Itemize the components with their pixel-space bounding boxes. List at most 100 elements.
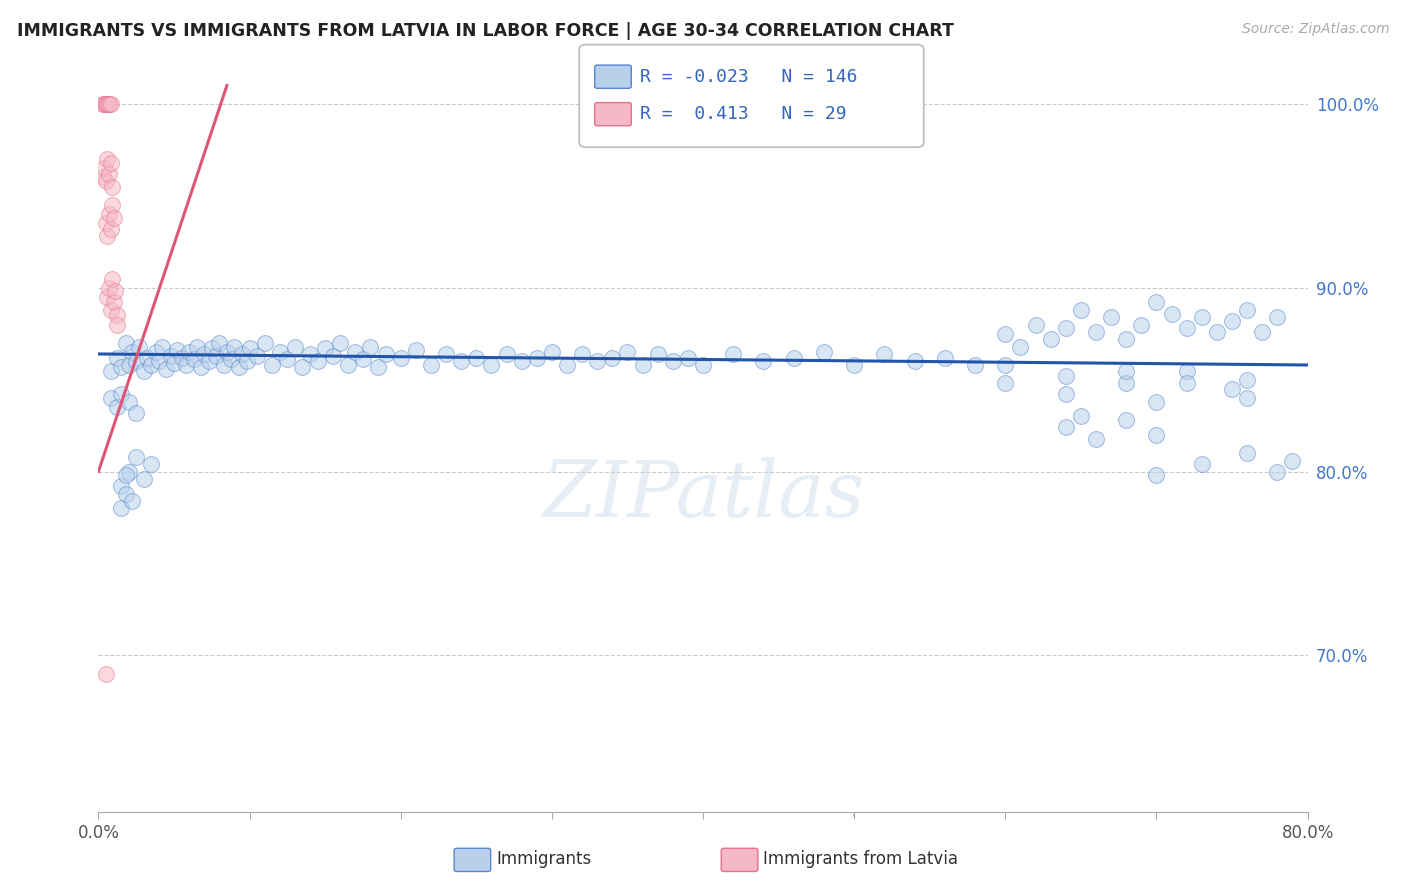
Point [166, 343, 188, 358]
Point [100, 302, 122, 317]
Point [1115, 363, 1137, 377]
Point [994, 376, 1017, 391]
Point [103, 295, 125, 310]
Point [118, 465, 141, 479]
Point [405, 343, 427, 358]
Point [94, 216, 117, 230]
Point [1144, 295, 1167, 310]
Point [197, 354, 219, 368]
Point [103, 211, 125, 225]
Point [783, 351, 806, 365]
Point [1160, 306, 1182, 320]
Point [1236, 302, 1258, 317]
Point [221, 352, 243, 367]
Point [873, 347, 896, 361]
Point [307, 354, 329, 368]
Point [1236, 391, 1258, 405]
Point [965, 358, 987, 372]
Point [253, 335, 276, 350]
Point [98, 97, 121, 112]
Point [1175, 376, 1198, 391]
Point [813, 345, 835, 359]
Point [904, 354, 927, 368]
Point [100, 363, 122, 377]
Point [114, 486, 136, 500]
Point [224, 340, 246, 354]
Point [631, 358, 654, 372]
Point [148, 354, 170, 368]
Point [205, 349, 228, 363]
Point [934, 351, 956, 365]
Point [1236, 446, 1258, 460]
Point [104, 285, 127, 299]
Point [105, 309, 128, 323]
Point [1054, 369, 1077, 384]
Point [344, 345, 367, 359]
Point [1054, 387, 1077, 401]
Point [450, 354, 472, 368]
Point [118, 394, 141, 409]
Point [1144, 394, 1167, 409]
Point [155, 361, 177, 376]
Point [1220, 314, 1243, 328]
Point [1085, 432, 1108, 446]
Point [186, 340, 208, 354]
Point [1054, 420, 1077, 434]
Point [1115, 332, 1137, 346]
Point [193, 347, 215, 361]
Point [994, 358, 1017, 372]
Point [110, 501, 132, 516]
Point [231, 347, 253, 361]
Point [208, 335, 231, 350]
Point [1175, 363, 1198, 377]
Point [100, 97, 122, 112]
Point [322, 349, 344, 363]
Point [141, 358, 163, 372]
Point [132, 472, 155, 486]
Point [121, 494, 143, 508]
Point [163, 356, 186, 370]
Point [420, 358, 443, 372]
Point [101, 198, 124, 212]
Point [94, 97, 117, 112]
Point [994, 326, 1017, 341]
Point [1281, 453, 1303, 467]
Point [1191, 310, 1213, 325]
Text: Source: ZipAtlas.com: Source: ZipAtlas.com [1241, 22, 1389, 37]
Point [183, 352, 205, 367]
Point [526, 351, 548, 365]
Point [481, 358, 503, 372]
Point [174, 358, 197, 372]
Point [179, 345, 201, 359]
Point [647, 347, 669, 361]
Point [1267, 310, 1289, 325]
Point [118, 358, 141, 372]
Text: R = -0.023   N = 146: R = -0.023 N = 146 [640, 68, 858, 86]
Point [1175, 321, 1198, 335]
Point [91, 97, 114, 112]
Point [571, 347, 593, 361]
Point [98, 97, 121, 112]
Point [91, 170, 114, 185]
Point [212, 358, 235, 372]
Point [101, 271, 124, 285]
Text: IMMIGRANTS VS IMMIGRANTS FROM LATVIA IN LABOR FORCE | AGE 30-34 CORRELATION CHAR: IMMIGRANTS VS IMMIGRANTS FROM LATVIA IN … [17, 22, 953, 40]
Text: Immigrants: Immigrants [496, 850, 592, 868]
Point [94, 97, 117, 112]
Point [114, 335, 136, 350]
Point [1130, 318, 1153, 332]
Point [1024, 318, 1046, 332]
Point [190, 359, 212, 374]
Point [1054, 321, 1077, 335]
Point [135, 351, 157, 365]
Point [128, 340, 150, 354]
Point [284, 340, 307, 354]
Point [105, 351, 128, 365]
Point [844, 358, 866, 372]
Point [96, 290, 118, 304]
Point [495, 347, 517, 361]
Point [228, 359, 250, 374]
Point [389, 351, 412, 365]
Point [114, 468, 136, 483]
Point [110, 387, 132, 401]
